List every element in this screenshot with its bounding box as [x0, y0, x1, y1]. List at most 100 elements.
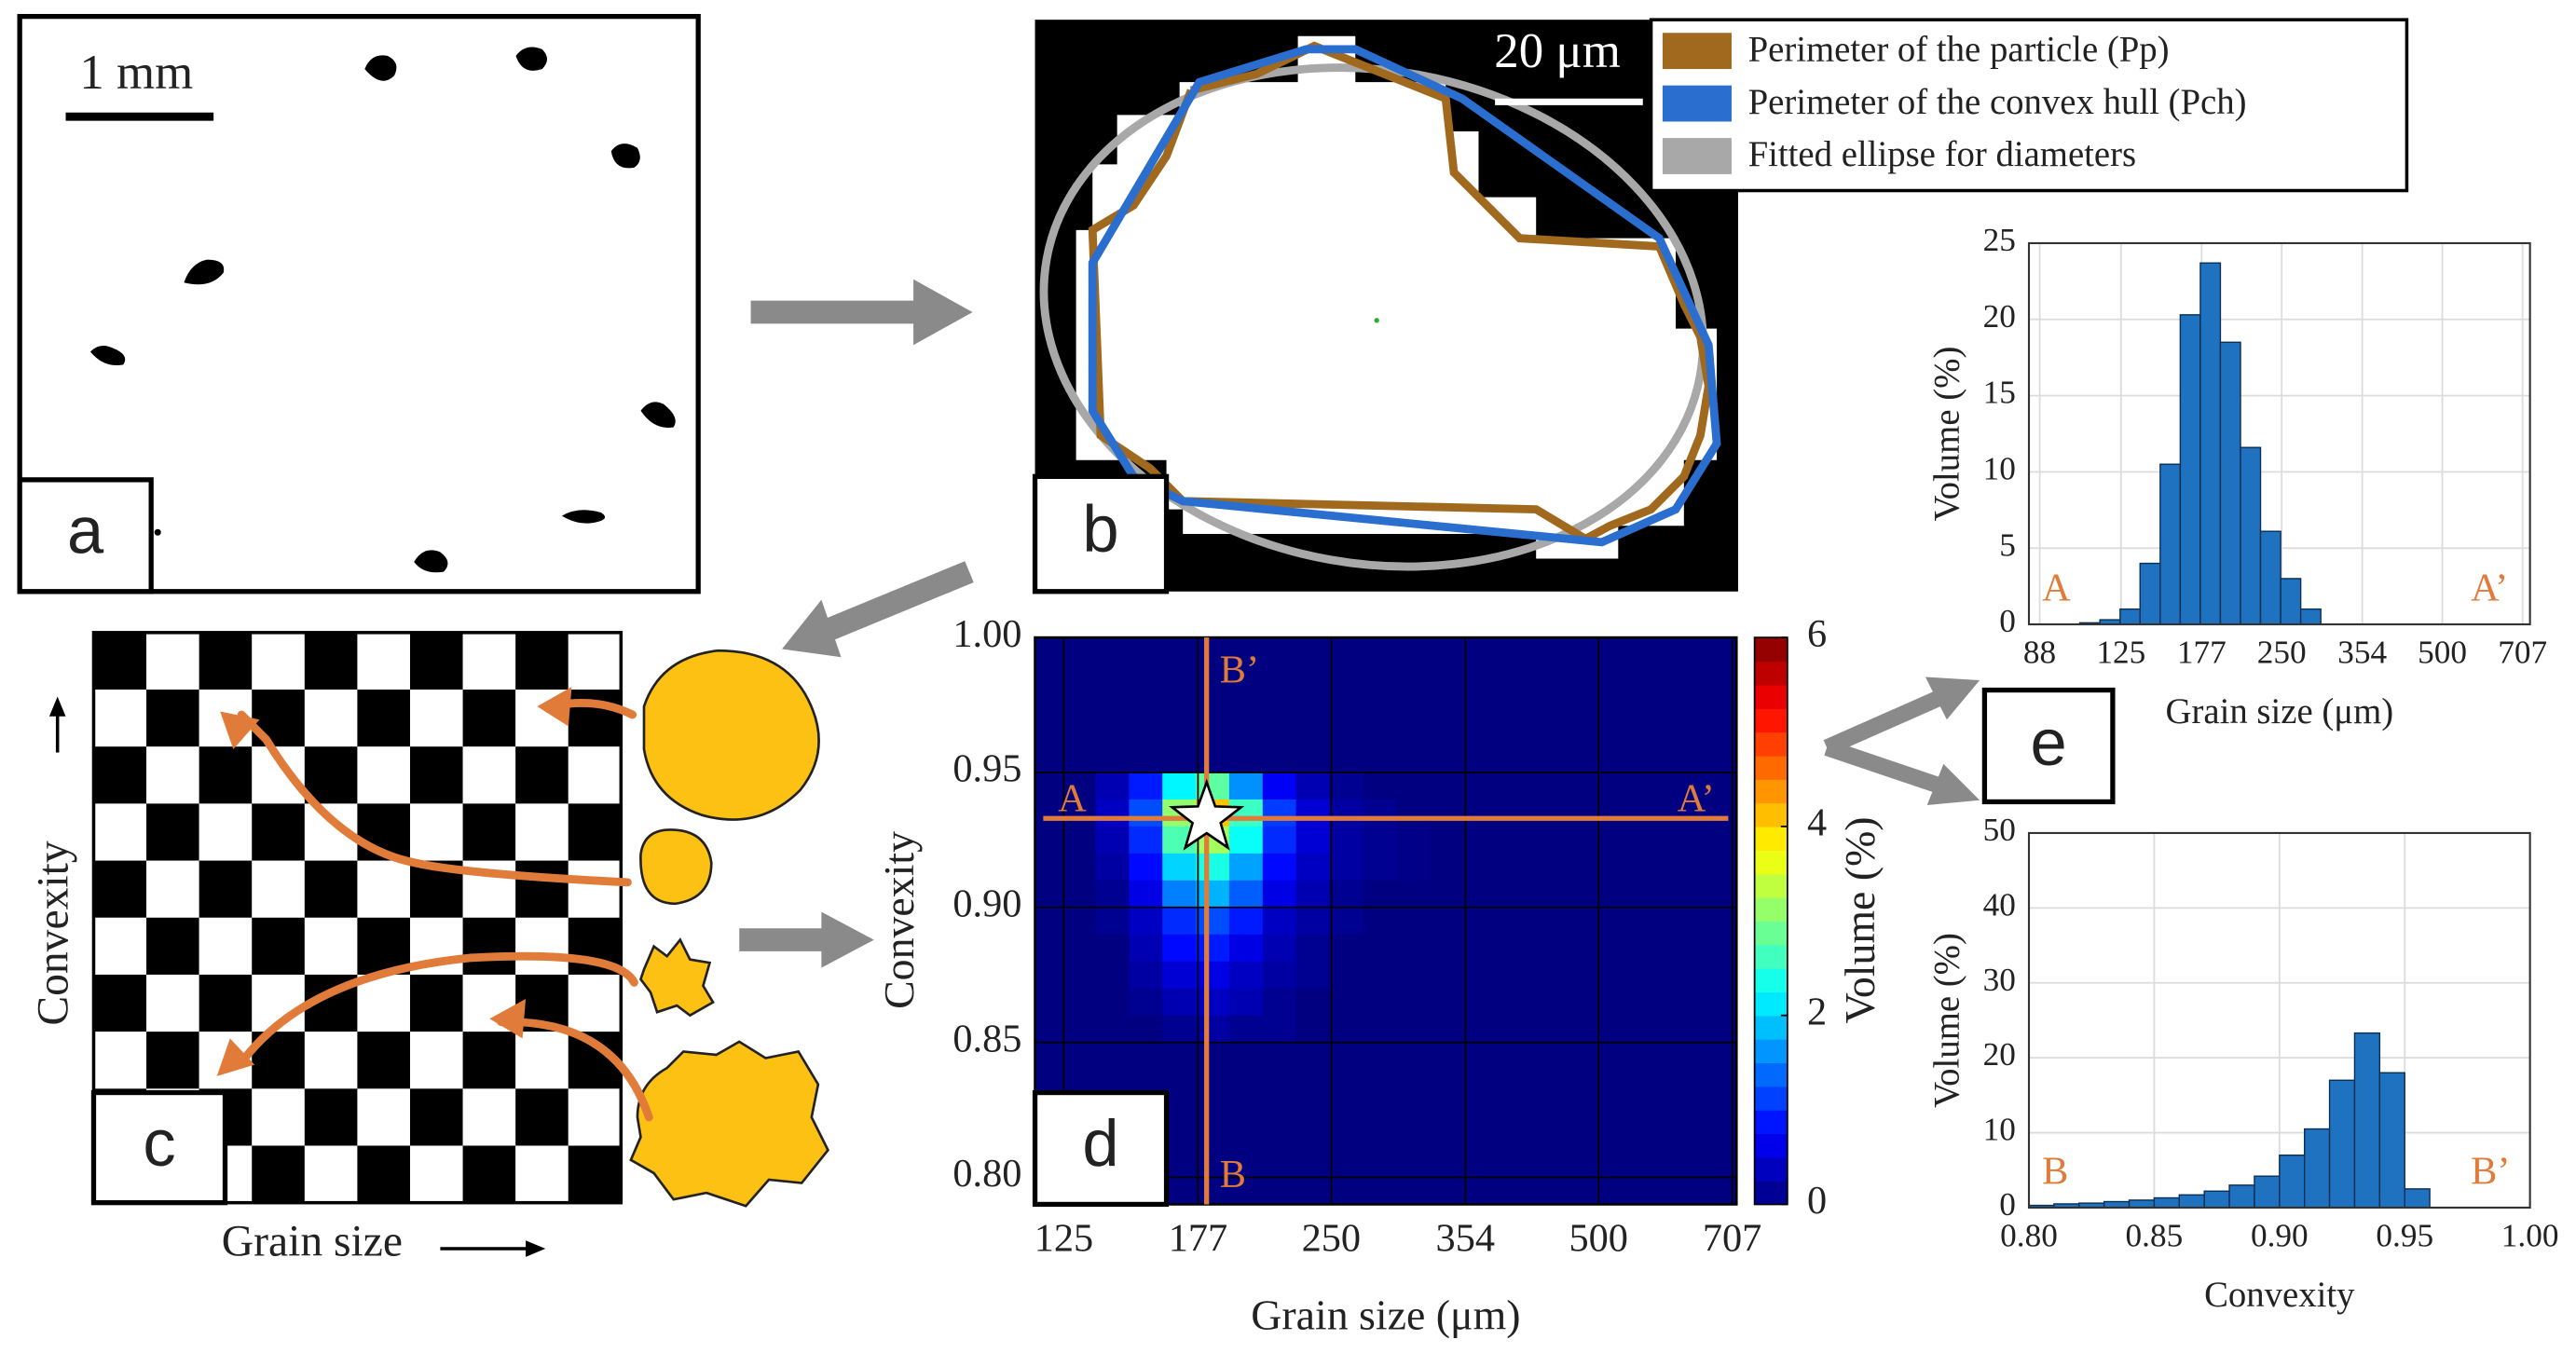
checker-cell: [146, 690, 199, 747]
heatmap-cell: [1329, 880, 1364, 909]
x-tick-label: 250: [1302, 1216, 1361, 1260]
x-tick-label: 707: [2498, 635, 2547, 671]
heatmap-cell: [1329, 907, 1364, 936]
x-tick-label: 0.90: [2251, 1218, 2309, 1254]
colorbar-label: Volume (%): [1836, 816, 1884, 1023]
checker-cell: [568, 690, 622, 747]
x-tick-label: 0.85: [2126, 1218, 2184, 1254]
heatmap-cell: [1095, 826, 1130, 854]
y-tick-label: 1.00: [952, 612, 1021, 656]
y-tick-label: 40: [1983, 886, 2016, 923]
y-tick-label: 15: [1983, 375, 2016, 411]
checker-cell: [146, 803, 199, 861]
checker-cell: [252, 632, 305, 690]
colorbar-step: [1754, 779, 1788, 804]
checker-cell: [199, 974, 253, 1032]
heatmap-cell: [1329, 961, 1364, 990]
heatmap-cell: [1162, 988, 1197, 1017]
colorbar-step: [1754, 1110, 1788, 1135]
checker-cell: [146, 917, 199, 976]
checker-cell: [409, 690, 463, 747]
checker-cell: [515, 746, 569, 804]
checker-cell: [515, 860, 569, 918]
colorbar-step: [1754, 967, 1788, 993]
bar: [2378, 1072, 2405, 1209]
heatmap-cell: [1196, 853, 1230, 882]
checker-cell: [252, 1088, 305, 1146]
crosshair-label: B’: [1220, 649, 1259, 692]
legend-label: Fitted ellipse for diameters: [1748, 134, 2137, 174]
checker-cell: [568, 974, 622, 1032]
panel-letter: e: [2031, 705, 2067, 779]
heatmap-cell: [1162, 772, 1197, 800]
checker-cell: [146, 974, 199, 1032]
heatmap-cell: [1396, 799, 1431, 827]
crosshair-label: A: [1058, 776, 1087, 820]
corner-label: B’: [2471, 1149, 2510, 1193]
x-tick-label: 250: [2257, 635, 2307, 671]
heatmap-cell: [1196, 880, 1230, 909]
checker-cell: [409, 1032, 463, 1089]
heatmap-cell: [1262, 799, 1297, 827]
bar: [2303, 1128, 2331, 1209]
checker-cell: [357, 860, 411, 918]
heatmap-cell: [1095, 934, 1130, 963]
legend-swatch: [1662, 33, 1732, 70]
checker-cell: [93, 1032, 147, 1089]
bar: [2179, 314, 2201, 625]
heatmap-cell: [1129, 772, 1163, 800]
checker-cell: [515, 1032, 569, 1089]
y-tick-label: 20: [1983, 1036, 2016, 1073]
heatmap-cell: [1295, 934, 1331, 963]
colorbar-step: [1754, 637, 1788, 663]
colorbar-tick-label: 0: [1807, 1179, 1827, 1223]
colorbar-tick-label: 6: [1807, 612, 1827, 656]
bar: [2299, 608, 2322, 625]
checker-cell: [462, 1145, 516, 1203]
checker-cell: [568, 860, 622, 918]
heatmap-cell: [1228, 988, 1264, 1017]
y-tick-label: 10: [1983, 1112, 2016, 1148]
legend-label: Perimeter of the particle (Pp): [1748, 29, 2170, 69]
heatmap-cell: [1129, 880, 1163, 909]
legend-swatch: [1662, 85, 1732, 122]
bar: [2254, 1175, 2281, 1209]
colorbar-step: [1754, 802, 1788, 827]
y-axis-label: Volume (%): [1926, 347, 1966, 522]
y-tick-label: 50: [1983, 812, 2016, 848]
colorbar-frame: [1753, 636, 1788, 1206]
crosshair-label: A’: [1678, 776, 1715, 820]
checker-cell: [357, 1145, 411, 1203]
heatmap-cell: [1095, 988, 1130, 1017]
arrow-heads: [216, 687, 572, 1076]
checker-cell: [93, 917, 147, 976]
checker-cell: [462, 1088, 516, 1146]
x-axis-label: Grain size (μm): [1251, 1291, 1520, 1338]
checker-cell: [93, 690, 147, 747]
panel-b: 20 μm Perimeter of the particle (Pp)Peri…: [1032, 18, 2409, 595]
heatmap-cell: [1262, 772, 1297, 800]
checker-cell: [146, 632, 199, 690]
checker-cell: [568, 1088, 622, 1146]
heatmap-cell: [1196, 907, 1230, 936]
x-tick-label: 707: [1703, 1216, 1761, 1260]
x-tick-label: 177: [1169, 1216, 1227, 1260]
checker-cell: [146, 1032, 199, 1089]
checker-cell: [462, 690, 516, 747]
colorbar-step: [1754, 1133, 1788, 1158]
heatmap-cell: [1162, 853, 1197, 882]
heatmap-cell: [1295, 853, 1331, 882]
checker-cell: [409, 803, 463, 861]
checker-cell: [462, 746, 516, 804]
heatmap-cell: [1228, 961, 1264, 990]
checker-cell: [93, 632, 147, 690]
heatmap-cell: [1228, 907, 1264, 936]
heatmap-cell: [1295, 1015, 1331, 1044]
y-tick-label: 0.85: [952, 1017, 1021, 1060]
checker-cell: [304, 1088, 358, 1146]
checker-cell: [199, 746, 253, 804]
checker-cell: [409, 1145, 463, 1203]
heatmap-cell: [1095, 772, 1130, 800]
heatmap-cell: [1228, 934, 1264, 963]
heatmap-cell: [1396, 772, 1431, 800]
